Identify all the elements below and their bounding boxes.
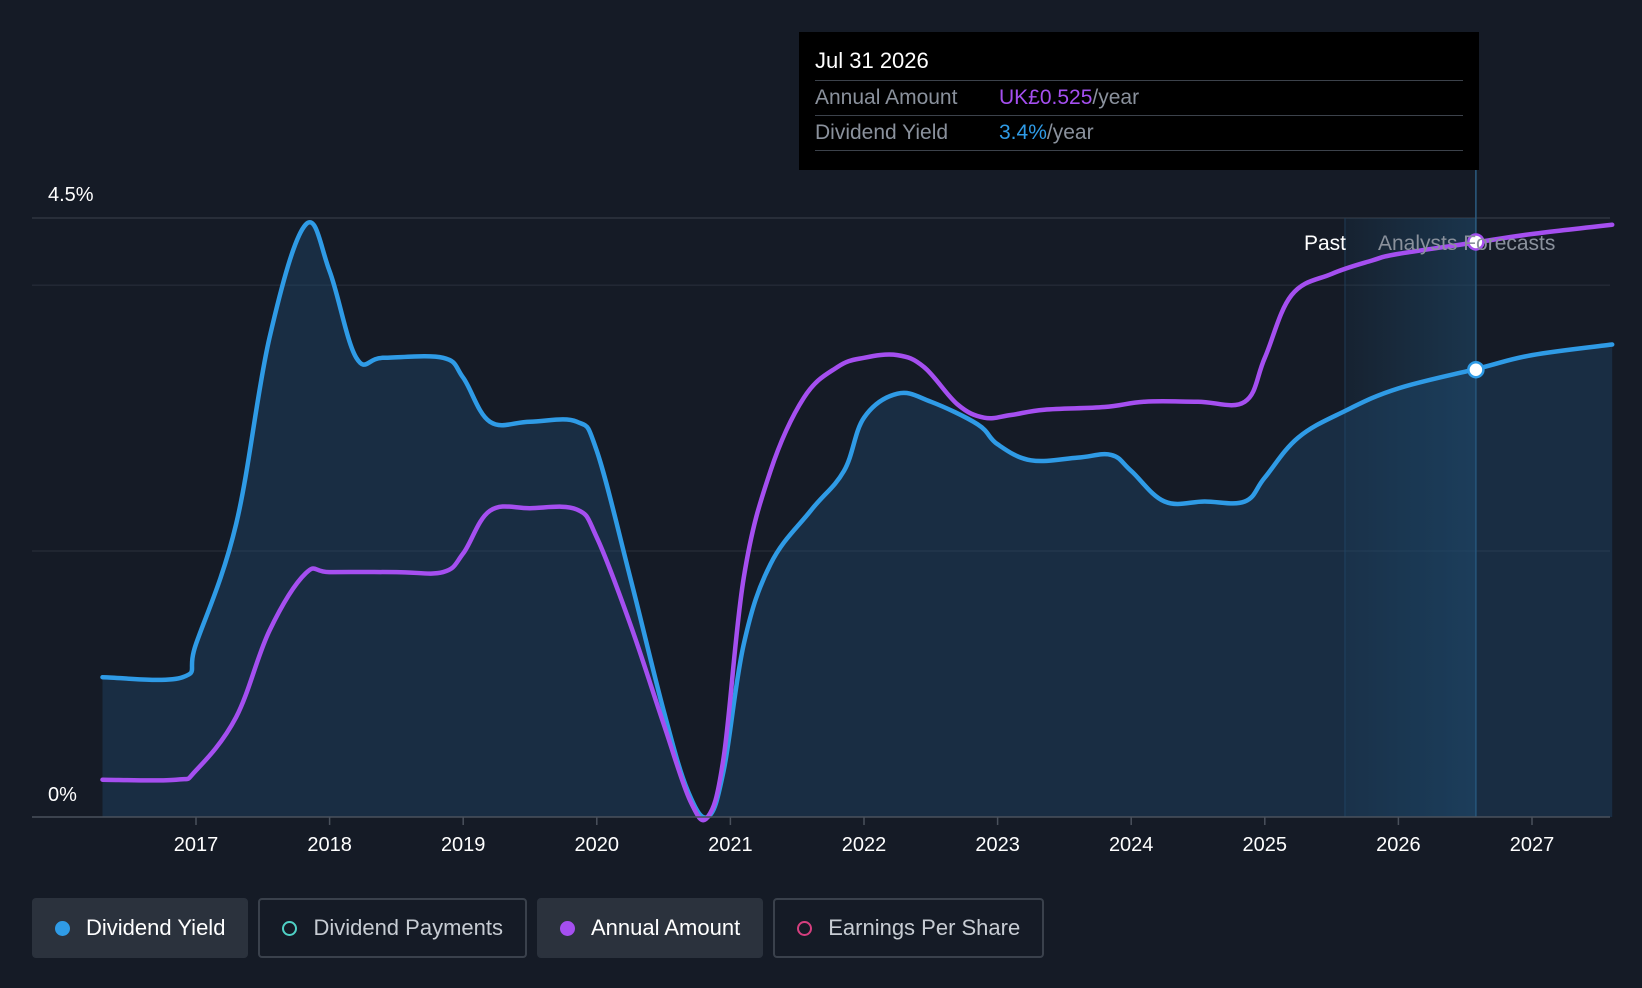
hover-marker: [1467, 360, 1485, 379]
legend-label: Dividend Payments: [313, 915, 503, 940]
tooltip-date: Jul 31 2026: [815, 46, 1463, 81]
y-axis-min-label: 0%: [48, 784, 77, 806]
legend-label: Earnings Per Share: [828, 915, 1021, 940]
x-tick-label: 2020: [575, 834, 620, 856]
x-tick-label: 2023: [975, 834, 1020, 856]
legend-ring-icon: [282, 920, 298, 936]
x-tick-label: 2026: [1376, 834, 1421, 856]
tooltip-label: Dividend Yield: [815, 121, 949, 144]
legend-dot-icon: [55, 920, 70, 936]
tooltip-row-annual-amount: Annual Amount UK£0.525 /year: [815, 81, 1463, 116]
legend-ring-icon: [797, 920, 813, 936]
line-layer: [100, 220, 1615, 823]
x-tick-label: 2024: [1109, 834, 1154, 856]
tooltip-row-dividend-yield: Dividend Yield 3.4% /year: [815, 116, 1463, 151]
legend-earnings-per-share[interactable]: Earnings Per Share: [773, 898, 1045, 958]
x-tick-label: 2017: [174, 834, 219, 856]
x-tick-label: 2021: [708, 834, 753, 856]
tooltip-unit: /year: [1092, 86, 1140, 109]
area-layer: [102, 222, 1613, 818]
legend-dot-icon: [559, 920, 575, 936]
tooltip-value: UK£0.525: [999, 86, 1093, 109]
legend-label: Annual Amount: [590, 915, 741, 940]
dividend-yield-area: [102, 222, 1613, 818]
x-axis: 2017 2018 2019 2020 2021 2022 2023 2024 2025 2026…: [32, 816, 1610, 856]
tooltip-unit: /year: [1046, 121, 1094, 144]
x-tick-label: 2018: [307, 834, 352, 856]
forecast-band: [1344, 218, 1476, 817]
annual-amount-line: [100, 222, 1615, 823]
x-tick-label: 2025: [1243, 834, 1288, 856]
legend-annual-amount[interactable]: Annual Amount: [536, 898, 764, 958]
forecast-region: [1344, 170, 1477, 817]
chart-tooltip: Jul 31 2026 Annual Amount UK£0.525 /year…: [799, 32, 1479, 170]
legend-label: Dividend Yield: [86, 915, 226, 940]
tooltip-value: 3.4%: [999, 121, 1047, 144]
legend-dividend-yield[interactable]: Dividend Yield: [32, 898, 249, 958]
tooltip-label: Annual Amount: [815, 86, 958, 109]
x-tick-label: 2022: [842, 834, 887, 856]
legend-dividend-payments[interactable]: Dividend Payments: [258, 898, 527, 958]
hover-marker: [1467, 233, 1485, 251]
dividend-yield-line: [100, 220, 1615, 820]
period-label-past: Past: [1304, 232, 1346, 255]
hover-markers: [1467, 233, 1485, 379]
x-tick-label: 2027: [1510, 834, 1555, 856]
x-tick-label: 2019: [441, 834, 486, 856]
chart-legend: Dividend Yield Dividend Payments Annual …: [32, 898, 1045, 958]
y-axis-max-label: 4.5%: [48, 184, 94, 206]
period-label-forecast: Analysts Forecasts: [1378, 232, 1555, 255]
